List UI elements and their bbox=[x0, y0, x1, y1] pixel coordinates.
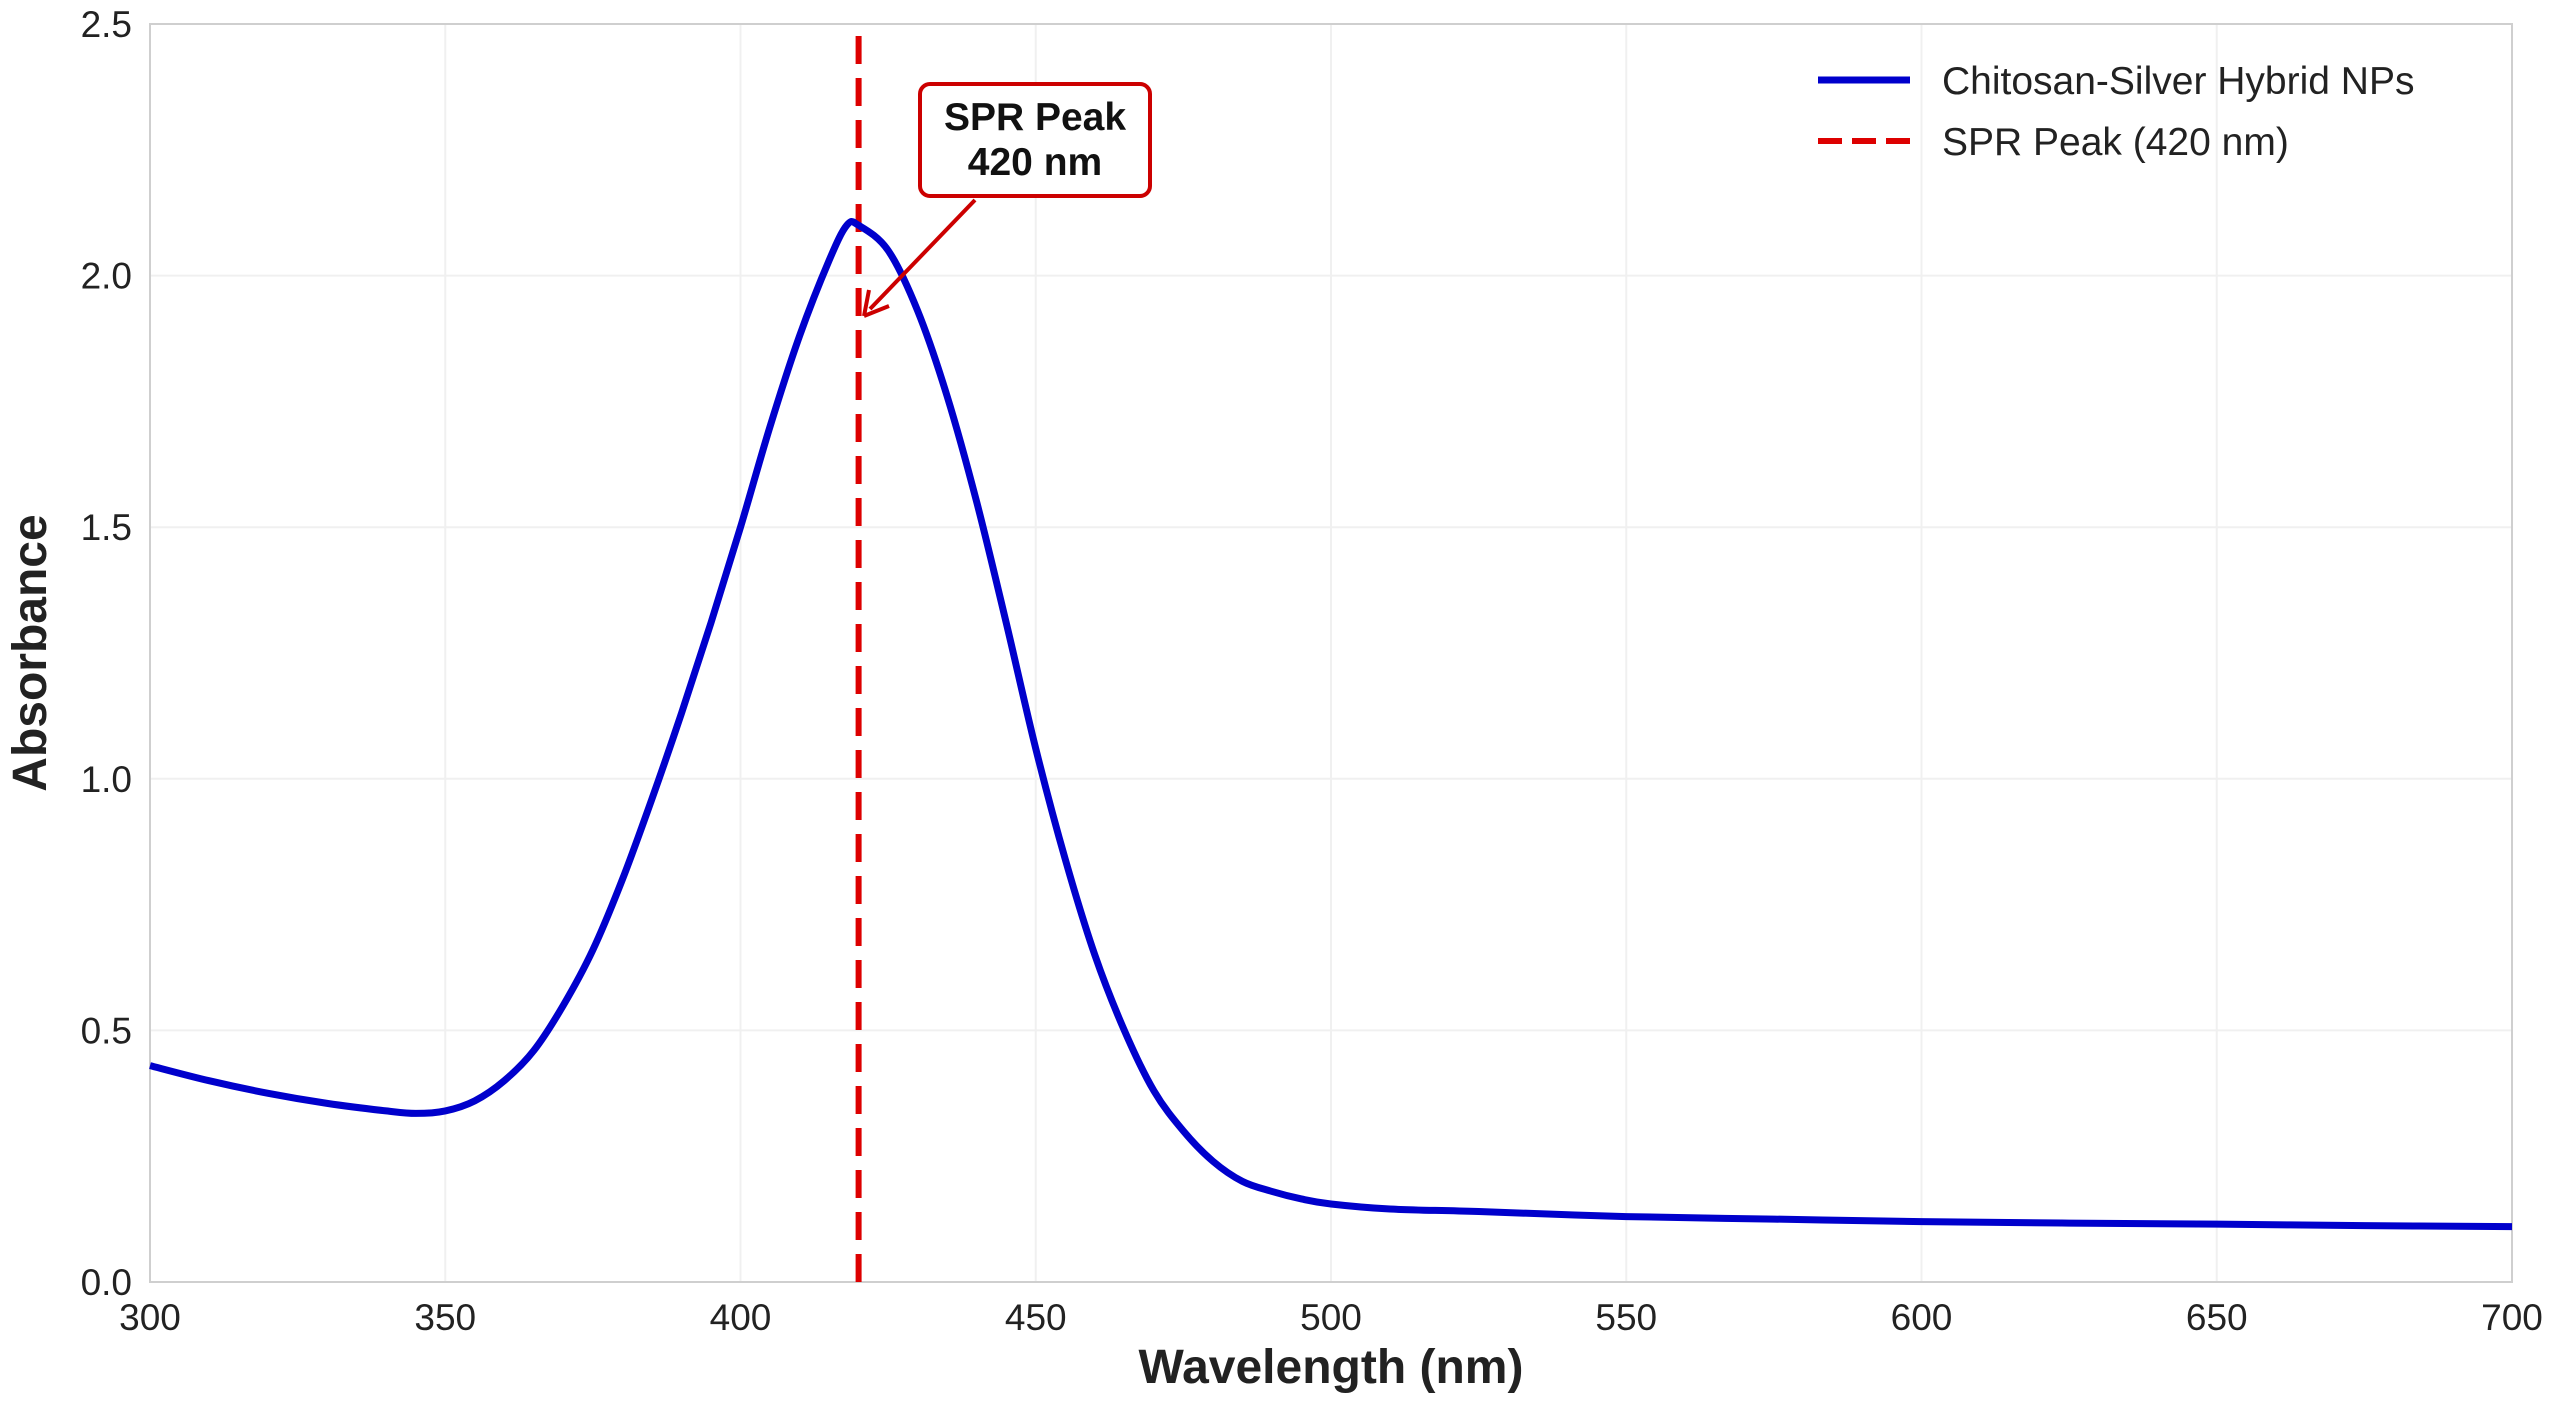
annotation-line2: 420 nm bbox=[968, 141, 1102, 184]
y-tick-label: 1.5 bbox=[81, 507, 132, 548]
x-tick-label: 700 bbox=[2481, 1297, 2543, 1338]
x-tick-label: 350 bbox=[414, 1297, 476, 1338]
y-tick-label: 1.0 bbox=[81, 759, 132, 800]
annotation-box bbox=[918, 82, 1152, 198]
legend-label-peak: SPR Peak (420 nm) bbox=[1942, 121, 2289, 164]
x-tick-label: 400 bbox=[710, 1297, 772, 1338]
y-tick-label: 0.5 bbox=[81, 1010, 132, 1051]
annotation-line1: SPR Peak bbox=[944, 96, 1126, 139]
x-tick-label: 450 bbox=[1005, 1297, 1067, 1338]
y-ticks: 0.0 0.5 1.0 1.5 2.0 2.5 bbox=[81, 4, 132, 1303]
y-tick-label: 2.0 bbox=[81, 256, 132, 297]
plot-frame bbox=[149, 23, 2513, 1283]
legend: Chitosan-Silver Hybrid NPs SPR Peak (420… bbox=[1818, 60, 2414, 164]
x-tick-label: 300 bbox=[119, 1297, 181, 1338]
x-tick-label: 550 bbox=[1595, 1297, 1657, 1338]
annotation-arrow bbox=[868, 198, 977, 311]
y-axis-label: Absorbance bbox=[4, 514, 57, 791]
annotation: SPR Peak 420 nm bbox=[862, 82, 1152, 318]
x-axis-label: Wavelength (nm) bbox=[1139, 1341, 1524, 1394]
x-ticks: 300 350 400 450 500 550 600 650 700 bbox=[119, 1297, 2543, 1338]
x-tick-label: 500 bbox=[1300, 1297, 1362, 1338]
x-tick-label: 650 bbox=[2186, 1297, 2248, 1338]
annotation-arrowhead bbox=[862, 289, 890, 318]
y-tick-label: 2.5 bbox=[81, 4, 132, 45]
x-tick-label: 600 bbox=[1891, 1297, 1953, 1338]
legend-label-curve: Chitosan-Silver Hybrid NPs bbox=[1942, 60, 2414, 103]
absorbance-curve bbox=[149, 218, 2513, 1231]
grid bbox=[149, 23, 2513, 1283]
y-tick-label: 0.0 bbox=[81, 1262, 132, 1303]
